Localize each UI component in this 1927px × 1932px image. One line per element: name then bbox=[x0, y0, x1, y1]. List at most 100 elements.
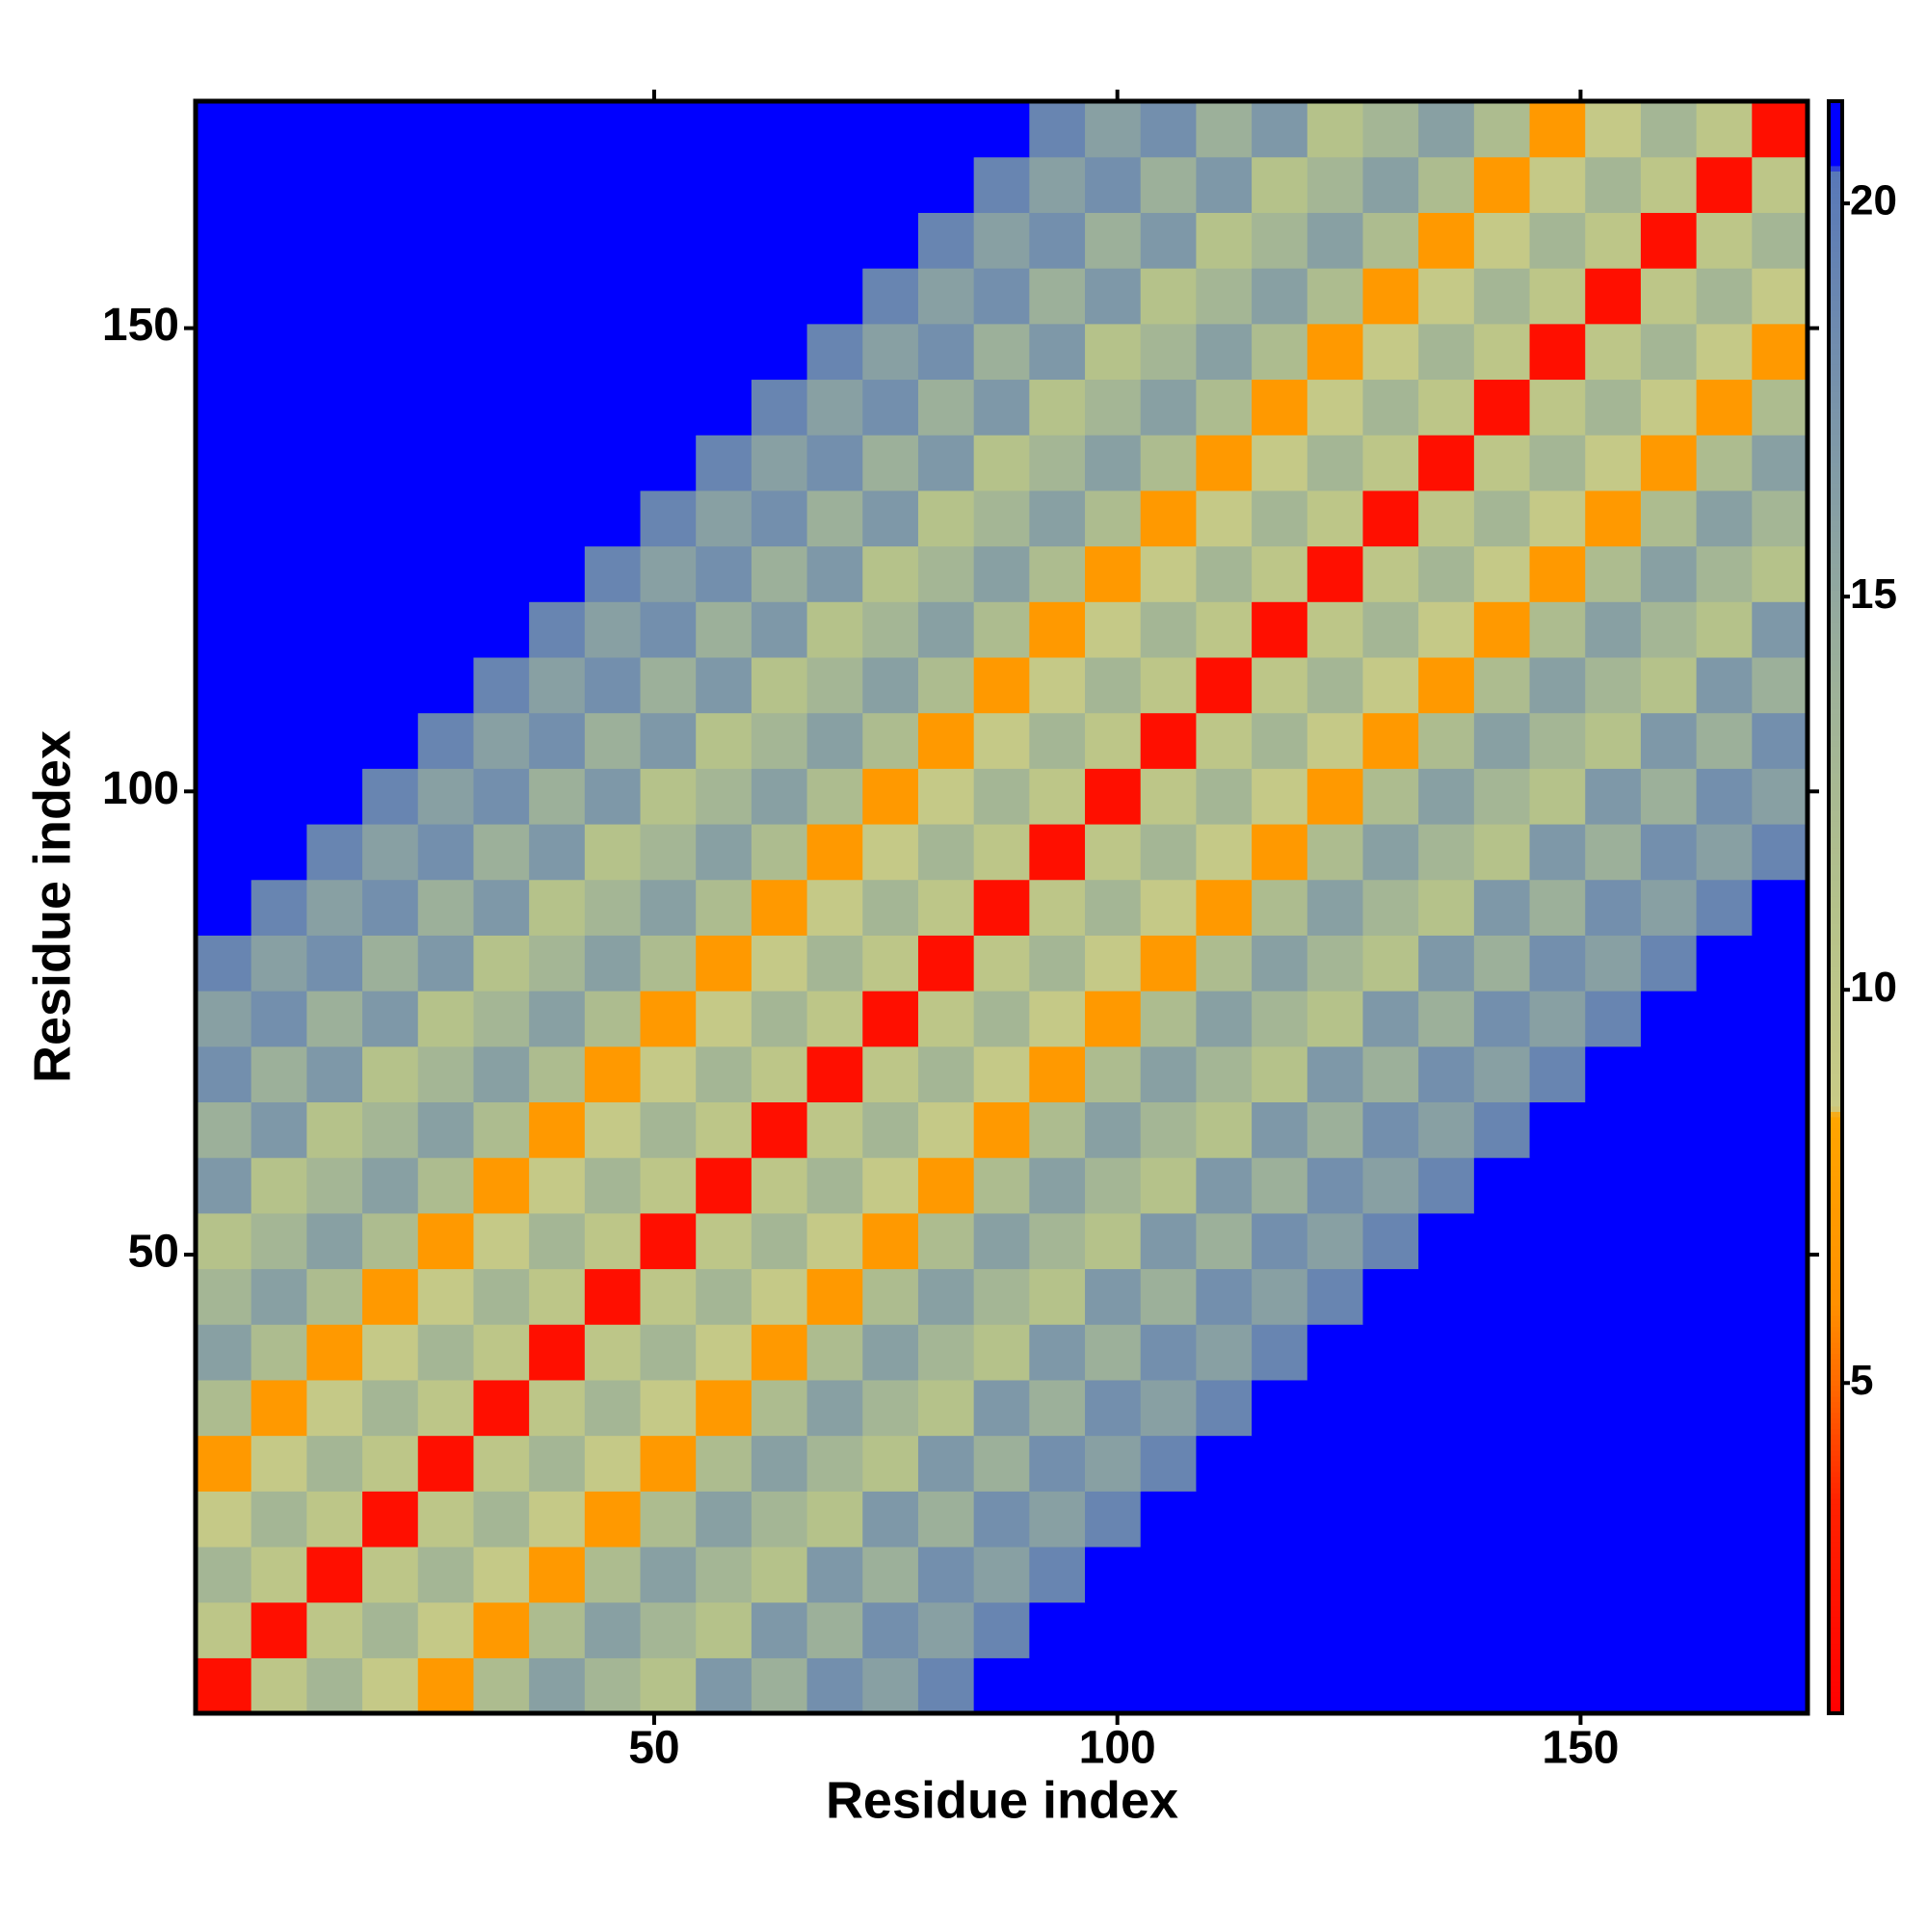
colorbar-step bbox=[1829, 1466, 1842, 1472]
heatmap-cell bbox=[1473, 768, 1531, 825]
heatmap-cell bbox=[1473, 101, 1531, 158]
heatmap-cell bbox=[362, 1268, 419, 1325]
colorbar-step bbox=[1829, 1659, 1842, 1666]
colorbar-step bbox=[1829, 117, 1842, 123]
heatmap-cell bbox=[473, 1379, 530, 1437]
colorbar-step bbox=[1829, 783, 1842, 790]
heatmap-cell bbox=[251, 712, 307, 769]
heatmap-cell bbox=[1140, 490, 1198, 547]
colorbar-step bbox=[1829, 569, 1842, 575]
heatmap-cell bbox=[1140, 823, 1198, 881]
heatmap-cell bbox=[640, 768, 697, 825]
heatmap-cell bbox=[1752, 1601, 1808, 1658]
colorbar-step bbox=[1829, 1654, 1842, 1660]
heatmap-cell bbox=[417, 1157, 475, 1214]
colorbar-step bbox=[1829, 358, 1842, 365]
heatmap-cell bbox=[1252, 379, 1308, 436]
heatmap-cell bbox=[251, 768, 307, 825]
heatmap-cell bbox=[362, 935, 419, 992]
heatmap-cell bbox=[1196, 1379, 1253, 1437]
heatmap-cell bbox=[1585, 379, 1642, 436]
heatmap-cell bbox=[1696, 768, 1753, 825]
heatmap-cell bbox=[1085, 1657, 1142, 1714]
colorbar-step bbox=[1829, 1417, 1842, 1424]
heatmap-cell bbox=[1085, 1546, 1142, 1603]
heatmap-cell bbox=[1473, 1657, 1531, 1714]
heatmap-cell bbox=[1473, 268, 1531, 325]
heatmap-cell bbox=[1307, 601, 1364, 658]
heatmap-cell bbox=[1085, 601, 1142, 658]
colorbar-tick-label: 20 bbox=[1850, 177, 1897, 225]
heatmap-cell bbox=[640, 1435, 697, 1492]
heatmap-cell bbox=[917, 1045, 975, 1103]
heatmap-cell bbox=[1752, 1268, 1808, 1325]
colorbar-step bbox=[1829, 251, 1842, 258]
heatmap-cell bbox=[1696, 435, 1753, 491]
colorbar-step bbox=[1829, 1105, 1842, 1112]
heatmap-cell bbox=[362, 823, 419, 881]
heatmap-cell bbox=[1529, 768, 1586, 825]
heatmap-cell bbox=[529, 1157, 586, 1214]
heatmap-cell bbox=[1640, 323, 1698, 381]
plot-frame bbox=[193, 98, 1810, 1716]
heatmap-cell bbox=[473, 212, 530, 269]
heatmap-cell bbox=[1085, 656, 1142, 714]
heatmap-cell bbox=[1696, 379, 1753, 436]
heatmap-cell bbox=[696, 212, 752, 269]
colorbar-step bbox=[1829, 1170, 1842, 1177]
heatmap-cell bbox=[1362, 379, 1419, 436]
heatmap-cell bbox=[306, 1045, 363, 1103]
heatmap-cell bbox=[1585, 712, 1642, 769]
heatmap-cell bbox=[917, 212, 975, 269]
heatmap-cell bbox=[1307, 545, 1364, 602]
heatmap-cell bbox=[1473, 1157, 1531, 1214]
heatmap-cell bbox=[1640, 1157, 1698, 1214]
colorbar-step bbox=[1829, 595, 1842, 602]
heatmap-cell bbox=[1307, 268, 1364, 325]
heatmap-cell bbox=[696, 545, 752, 602]
heatmap-cell bbox=[1752, 935, 1808, 992]
heatmap-cell bbox=[1696, 991, 1753, 1047]
heatmap-cell bbox=[1473, 156, 1531, 213]
heatmap-cell bbox=[917, 1268, 975, 1325]
heatmap-cell bbox=[696, 323, 752, 381]
heatmap-cell bbox=[862, 1435, 919, 1492]
heatmap-cell bbox=[529, 1657, 586, 1714]
heatmap-cell bbox=[696, 379, 752, 436]
colorbar-step bbox=[1829, 821, 1842, 828]
heatmap-cell bbox=[251, 1491, 307, 1548]
heatmap-cell bbox=[806, 1657, 863, 1714]
colorbar-step bbox=[1829, 611, 1842, 618]
heatmap-cell bbox=[417, 379, 475, 436]
heatmap-cell bbox=[1252, 490, 1308, 547]
colorbar-step bbox=[1829, 826, 1842, 833]
heatmap-cell bbox=[1029, 879, 1086, 936]
heatmap-cell bbox=[973, 156, 1030, 213]
heatmap-cell bbox=[196, 879, 252, 936]
heatmap-cell bbox=[696, 490, 752, 547]
colorbar-step bbox=[1829, 1057, 1842, 1064]
heatmap-cell bbox=[1529, 1045, 1586, 1103]
heatmap-cell bbox=[417, 1324, 475, 1381]
heatmap-cell bbox=[1473, 490, 1531, 547]
heatmap-cell bbox=[306, 656, 363, 714]
heatmap-cell bbox=[196, 1601, 252, 1658]
heatmap-cell bbox=[473, 323, 530, 381]
heatmap-cell bbox=[1029, 1435, 1086, 1492]
heatmap-cell bbox=[306, 1101, 363, 1158]
colorbar-step bbox=[1829, 590, 1842, 596]
heatmap-cell bbox=[306, 991, 363, 1047]
heatmap-cell bbox=[1418, 1045, 1475, 1103]
heatmap-cell bbox=[1696, 823, 1753, 881]
colorbar-step bbox=[1829, 1203, 1842, 1209]
colorbar-step bbox=[1829, 600, 1842, 607]
colorbar-step bbox=[1829, 1230, 1842, 1236]
colorbar-step bbox=[1829, 1455, 1842, 1462]
heatmap-cell bbox=[584, 768, 642, 825]
heatmap-cell bbox=[306, 879, 363, 936]
heatmap-cell bbox=[1307, 1657, 1364, 1714]
colorbar-step bbox=[1829, 1487, 1842, 1494]
heatmap-cell bbox=[1085, 212, 1142, 269]
colorbar-step bbox=[1829, 477, 1842, 484]
